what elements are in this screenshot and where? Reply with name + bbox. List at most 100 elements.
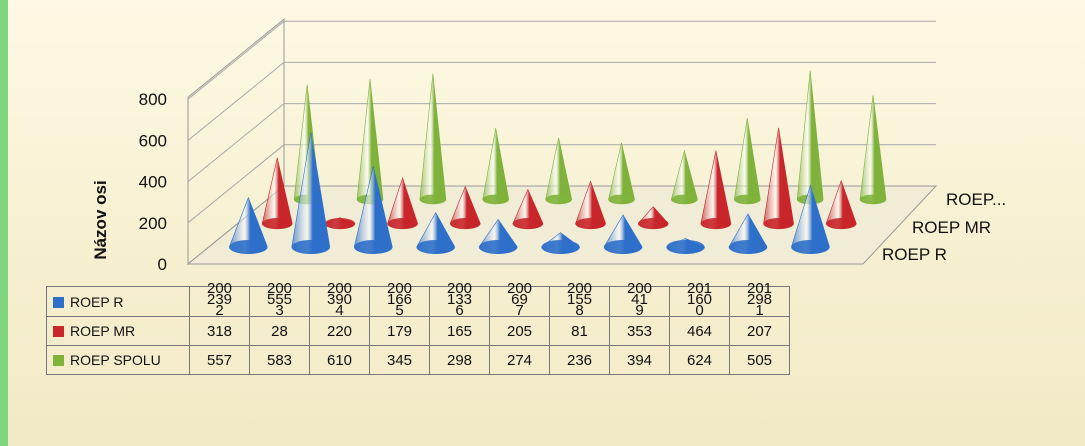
table-cell: 200 133 6 [429,281,490,318]
category-label: 200 69 7 [490,281,549,318]
table-cell: 236 [549,345,610,375]
table-cell: 200 390 4 [309,281,370,318]
category-label: 201 160 0 [670,281,729,318]
table-row: ROEP MR 318 28 220 179 165 205 81 353 464 207 [46,316,790,346]
y-tick-label: 600 [139,131,167,150]
table-cell: 28 [249,316,310,346]
table-cell: 200 239 2 [189,281,250,318]
cone-roep-spolu-2010 [796,70,824,205]
value-label: 160 [686,291,713,308]
depth-axis-labels: ROEP R ROEP MR ROEP... [882,190,1006,264]
table-cell: 200 155 8 [549,281,610,318]
legend-label: ROEP MR [70,323,136,339]
y-axis-label: Názov osi [91,180,110,259]
legend-cell: ROEP SPOLU [46,345,190,375]
cones [229,70,887,254]
legend-label: ROEP SPOLU [70,352,161,368]
legend-cell: ROEP MR [46,316,190,346]
depth-label: ROEP... [946,190,1006,209]
table-cell: 205 [489,316,550,346]
cone-roep-spolu-2007 [608,142,635,205]
data-table: ROEP R 200 239 2 200 555 3 200 390 4 200 166 5 200 133… [46,281,790,375]
y-tick-label: 800 [139,90,167,109]
cone-roep-spolu-2004 [419,73,447,205]
category-label: 201 298 1 [730,281,789,318]
table-cell: 200 555 3 [249,281,310,318]
cone-roep-mr-2010 [763,127,794,230]
category-label: 200 390 4 [310,281,369,318]
cone-roep-r-2008 [603,214,643,254]
table-cell: 165 [429,316,490,346]
category-label: 200 555 3 [250,281,309,318]
legend-swatch [53,355,64,366]
cone-roep-mr-2011 [825,179,857,230]
table-cell: 624 [669,345,730,375]
table-cell: 583 [249,345,310,375]
table-cell: 557 [189,345,250,375]
cone-roep-r-2006 [478,218,518,254]
cone-roep-r-2003 [291,132,331,254]
table-cell: 179 [369,316,430,346]
cone-roep-mr-2008 [637,206,669,230]
value-label: 41 [631,291,648,308]
category-label: 200 155 8 [550,281,609,318]
cone-roep-mr-2005 [449,185,481,230]
table-cell: 274 [489,345,550,375]
table-cell: 318 [189,316,250,346]
cone-roep-spolu-2011 [859,95,887,205]
value-label: 166 [386,291,413,308]
table-row: ROEP SPOLU 557 583 610 345 298 274 236 394 624 505 [46,345,790,375]
cone-roep-mr-2004 [387,177,418,230]
value-label: 390 [326,291,353,308]
depth-label: ROEP R [882,245,947,264]
category-label: 200 166 5 [370,281,429,318]
table-cell: 394 [609,345,670,375]
value-label: 133 [446,291,473,308]
left-accent-bar [0,0,8,446]
value-label: 69 [511,291,528,308]
legend-swatch [53,296,64,308]
category-label: 200 133 6 [430,281,489,318]
y-tick-label: 0 [158,255,167,274]
table-cell: 505 [729,345,790,375]
cone-roep-r-2007 [541,232,580,254]
cone-roep-r-2002 [229,196,268,254]
value-label: 298 [746,291,773,308]
table-cell: 464 [669,316,730,346]
legend-label: ROEP R [70,293,124,310]
category-label: 200 41 9 [610,281,669,318]
cone-roep-spolu-2005 [482,128,510,205]
table-cell: 200 166 5 [369,281,430,318]
table-cell: 610 [309,345,370,375]
table-row: ROEP R 200 239 2 200 555 3 200 390 4 200 166 5 200 133… [46,281,790,318]
value-label: 239 [206,291,233,308]
value-label: 155 [566,291,593,308]
table-cell: 201 298 1 [729,281,790,318]
depth-label: ROEP MR [912,218,991,237]
cone-roep-mr-2006 [512,188,544,230]
cone-roep-r-2011 [791,184,830,254]
table-cell: 207 [729,316,790,346]
y-tick-label: 400 [139,173,167,192]
cone-roep-spolu-2006 [545,137,572,205]
cone-roep-r-2005 [416,212,456,254]
cone-roep-r-2004 [353,166,393,254]
cone-roep-mr-2007 [575,180,606,230]
table-cell: 220 [309,316,370,346]
cone-roep-spolu-2008 [671,149,698,205]
y-axis-ticks: 0 200 400 600 800 [139,90,167,274]
legend-cell: ROEP R [46,286,190,317]
value-label: 555 [266,291,293,308]
table-cell: 345 [369,345,430,375]
cone-roep-mr-2009 [700,150,732,230]
cone-roep-mr-2002 [261,157,293,230]
cone-roep-r-2009 [666,238,705,254]
table-cell: 353 [609,316,670,346]
table-cell: 201 160 0 [669,281,730,318]
table-cell: 81 [549,316,610,346]
cone-roep-r-2010 [728,213,768,254]
table-cell: 298 [429,345,490,375]
cone-roep-spolu-2009 [733,118,761,205]
